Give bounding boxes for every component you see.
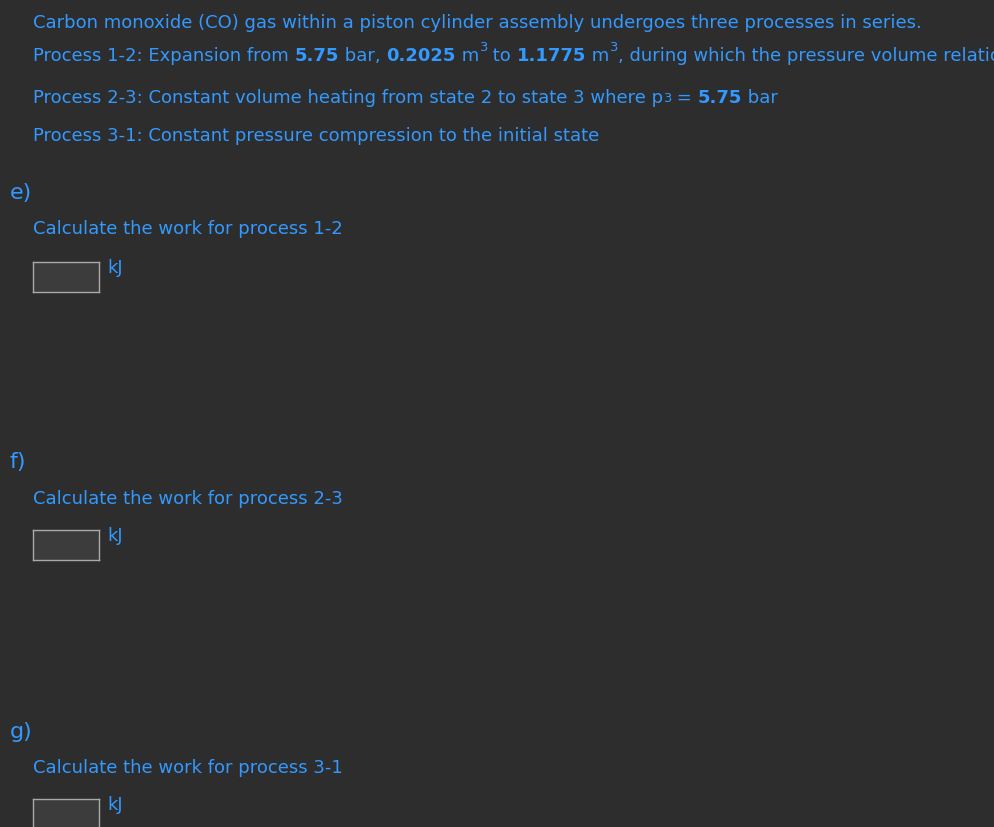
Text: g): g) (10, 722, 33, 742)
Text: Calculate the work for process 2-3: Calculate the work for process 2-3 (33, 490, 343, 508)
Text: 1.1775: 1.1775 (517, 47, 586, 65)
Text: f): f) (10, 452, 27, 472)
Text: Process 1-2: Expansion from: Process 1-2: Expansion from (33, 47, 294, 65)
Text: kJ: kJ (107, 527, 122, 545)
Text: Process 2-3: Constant volume heating from state 2 to state 3 where p: Process 2-3: Constant volume heating fro… (33, 89, 663, 107)
Text: , during which the pressure volume relationship is PV = constant: , during which the pressure volume relat… (617, 47, 994, 65)
Text: 0.2025: 0.2025 (387, 47, 455, 65)
Text: m: m (455, 47, 479, 65)
Text: 5.75: 5.75 (294, 47, 339, 65)
Text: bar: bar (743, 89, 778, 107)
Text: kJ: kJ (107, 796, 122, 814)
Text: bar,: bar, (339, 47, 387, 65)
Text: m: m (586, 47, 609, 65)
Text: e): e) (10, 183, 32, 203)
Text: kJ: kJ (107, 259, 122, 277)
Text: 5.75: 5.75 (698, 89, 743, 107)
Text: 3: 3 (609, 41, 617, 54)
Text: Calculate the work for process 1-2: Calculate the work for process 1-2 (33, 220, 343, 238)
Text: =: = (671, 89, 698, 107)
Text: Carbon monoxide (CO) gas within a piston cylinder assembly undergoes three proce: Carbon monoxide (CO) gas within a piston… (33, 14, 921, 32)
Text: 3: 3 (479, 41, 487, 54)
Text: Calculate the work for process 3-1: Calculate the work for process 3-1 (33, 759, 343, 777)
Text: 3: 3 (663, 92, 671, 105)
Text: to: to (487, 47, 517, 65)
Text: Process 3-1: Constant pressure compression to the initial state: Process 3-1: Constant pressure compressi… (33, 127, 599, 145)
